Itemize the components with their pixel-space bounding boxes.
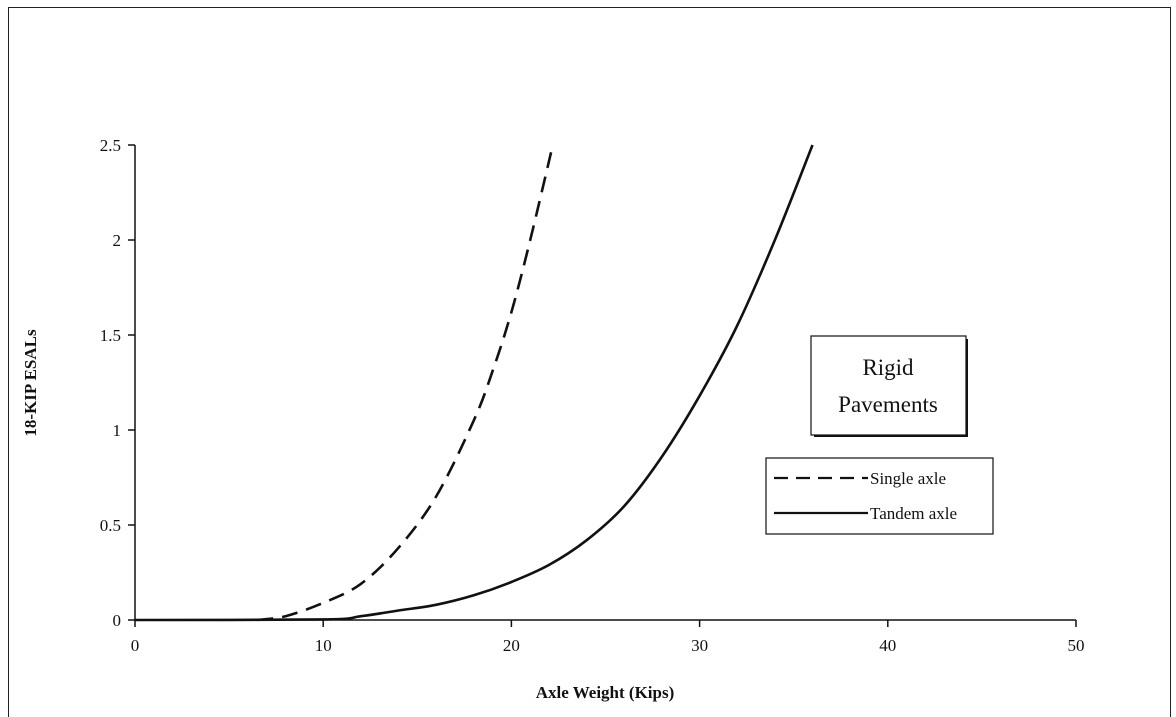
series-line-single-axle [257,145,552,620]
y-tick-label: 2 [113,231,122,250]
x-tick-label: 40 [879,636,896,655]
y-tick-label: 1 [113,421,122,440]
y-tick-label: 0.5 [100,516,121,535]
legend: Single axle Tandem axle [766,458,993,534]
y-axis-title: 18-KIP ESALs [21,329,40,437]
x-tick-label: 0 [131,636,140,655]
x-tick-label: 20 [503,636,520,655]
annotation-shadow-right [966,339,968,437]
annotation-shadow-bottom [814,435,968,437]
y-tick-label: 0 [113,611,122,630]
x-tick-label: 50 [1068,636,1085,655]
y-tick-label: 1.5 [100,326,121,345]
annotation-line-1: Rigid [862,355,914,380]
series-line-tandem-axle [135,145,813,620]
annotation-border [811,336,966,435]
y-tick-label: 2.5 [100,136,121,155]
x-tick-label: 10 [315,636,332,655]
series-layer [135,145,813,620]
annotation-line-2: Pavements [838,392,938,417]
x-axis-title: Axle Weight (Kips) [536,683,675,702]
legend-label-single-axle: Single axle [870,469,946,488]
annotation-box: Rigid Pavements [811,336,968,437]
legend-label-tandem-axle: Tandem axle [870,504,957,523]
x-tick-label: 30 [691,636,708,655]
